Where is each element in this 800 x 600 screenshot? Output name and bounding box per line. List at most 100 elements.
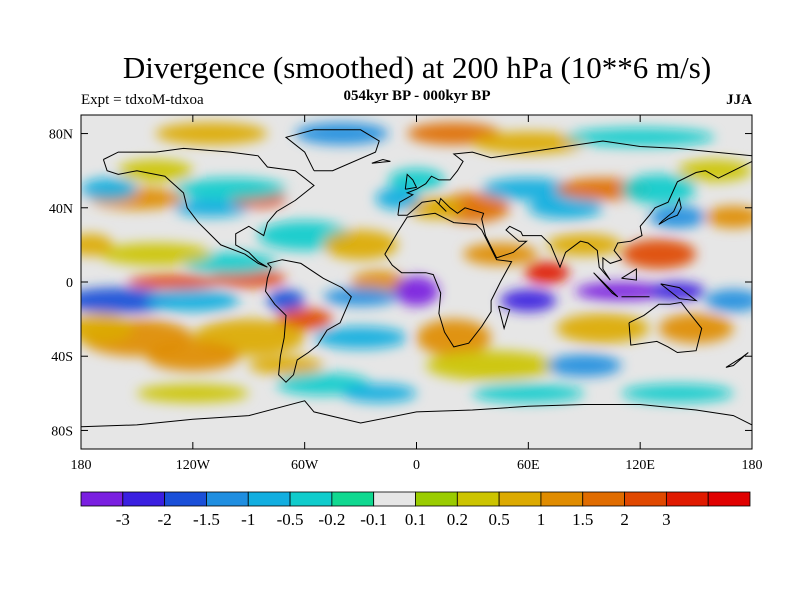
colorbar-label: -3 [116, 510, 130, 529]
field-cell [375, 187, 421, 210]
colorbar-label: -2 [158, 510, 172, 529]
field-cell [341, 384, 417, 403]
colorbar-label: 1 [537, 510, 546, 529]
coastline [658, 196, 682, 225]
colorbar-swatch [624, 491, 667, 507]
colorbar-swatch [373, 491, 416, 507]
colorbar-label: -0.2 [318, 510, 345, 529]
field-cell [248, 356, 324, 375]
field-cell [146, 289, 240, 312]
colorbar-label: 3 [662, 510, 671, 529]
colorbar-swatch [707, 491, 751, 507]
colorbar-swatch [540, 491, 584, 507]
field-cell [705, 205, 752, 229]
coastline [102, 147, 315, 268]
field-cell [565, 127, 715, 147]
coastline [621, 268, 637, 281]
field-cell [127, 274, 221, 290]
field-cell [500, 289, 557, 312]
colorbar-label: -0.5 [277, 510, 304, 529]
lon-tick-label: 120E [625, 458, 655, 473]
field-cell [621, 174, 697, 205]
colorbar-label: -1.5 [193, 510, 220, 529]
coastline [264, 259, 352, 383]
colorbar-swatch [247, 491, 291, 507]
lat-tick-label: 80S [51, 424, 73, 439]
coastline [628, 301, 703, 354]
field-cell [146, 341, 240, 372]
colorbar-swatch [80, 491, 124, 507]
field-cell [174, 178, 287, 201]
axis-ticks [80, 115, 753, 449]
field-cell [388, 168, 445, 192]
latitude-tick-labels: 80N 40N 0 40S 80S [49, 128, 73, 440]
field-cell [621, 384, 734, 403]
field-cell [546, 354, 622, 377]
field-cell [99, 243, 212, 266]
field-cell [81, 313, 134, 344]
lon-tick-label: 0 [413, 458, 420, 473]
field-cell [394, 276, 439, 307]
field-cell [81, 233, 113, 257]
field-cell [658, 313, 734, 344]
season-label: JJA [726, 92, 752, 108]
experiment-label: Expt = tdxoM-tdxoa [81, 92, 204, 108]
field-cell [136, 384, 249, 403]
field-cell [276, 307, 333, 331]
field-cell [463, 243, 538, 266]
colorbar-swatch [331, 491, 375, 507]
coastline [371, 158, 391, 164]
colorbar-swatch [582, 491, 625, 507]
coastline [404, 173, 418, 190]
field-cell [705, 289, 752, 312]
colorbar-labels: -3 -2 -1.5 -1 -0.5 -0.2 -0.1 0.1 0.2 0.5 1 1.5 2 3 [116, 510, 671, 529]
field-cell [546, 233, 622, 257]
field-cell [649, 205, 706, 229]
lon-tick-label: 60W [291, 458, 319, 473]
colorbar-swatch [122, 491, 166, 507]
colorbar-swatch [415, 491, 458, 507]
divergence-field [81, 122, 752, 403]
field-cell [323, 287, 398, 307]
colorbar-label: 1.5 [572, 510, 593, 529]
colorbar-label: -1 [241, 510, 255, 529]
field-cell [81, 287, 175, 314]
coastline [384, 212, 513, 348]
colorbar-swatch [498, 491, 542, 507]
lat-tick-label: 0 [66, 276, 73, 291]
field-cell [472, 131, 585, 154]
coastline [498, 305, 511, 331]
colorbar [80, 491, 751, 507]
lat-tick-label: 40S [51, 350, 73, 365]
longitude-tick-labels: 180 120W 60W 0 60E 120E 180 [71, 458, 763, 473]
period-subtitle: 054kyr BP - 000kyr BP [343, 88, 491, 104]
field-cell [425, 350, 557, 381]
lon-tick-label: 60E [517, 458, 540, 473]
field-cell [416, 319, 492, 357]
colorbar-swatch [164, 491, 207, 507]
colorbar-label: 0.1 [405, 510, 426, 529]
lon-tick-label: 180 [71, 458, 92, 473]
colorbar-label: 2 [620, 510, 629, 529]
field-cell [323, 230, 398, 260]
colorbar-label: 0.2 [447, 510, 468, 529]
field-cell [574, 282, 669, 301]
field-cell [677, 159, 752, 182]
field-cell [155, 122, 268, 145]
field-cell [351, 270, 408, 294]
coastline [397, 140, 752, 216]
field-cell [621, 239, 697, 270]
coastline [593, 272, 619, 298]
colorbar-label: -0.1 [360, 510, 387, 529]
coastline [660, 283, 698, 302]
coastlines [81, 129, 752, 428]
lat-tick-label: 80N [49, 128, 73, 143]
field-cell [174, 198, 249, 218]
colorbar-swatch [289, 491, 333, 507]
coastline [725, 352, 749, 368]
colorbar-swatch [206, 491, 249, 507]
plot-title: Divergence (smoothed) at 200 hPa (10**6 … [122, 50, 712, 85]
field-cell [295, 122, 389, 145]
field-cell [524, 261, 570, 284]
